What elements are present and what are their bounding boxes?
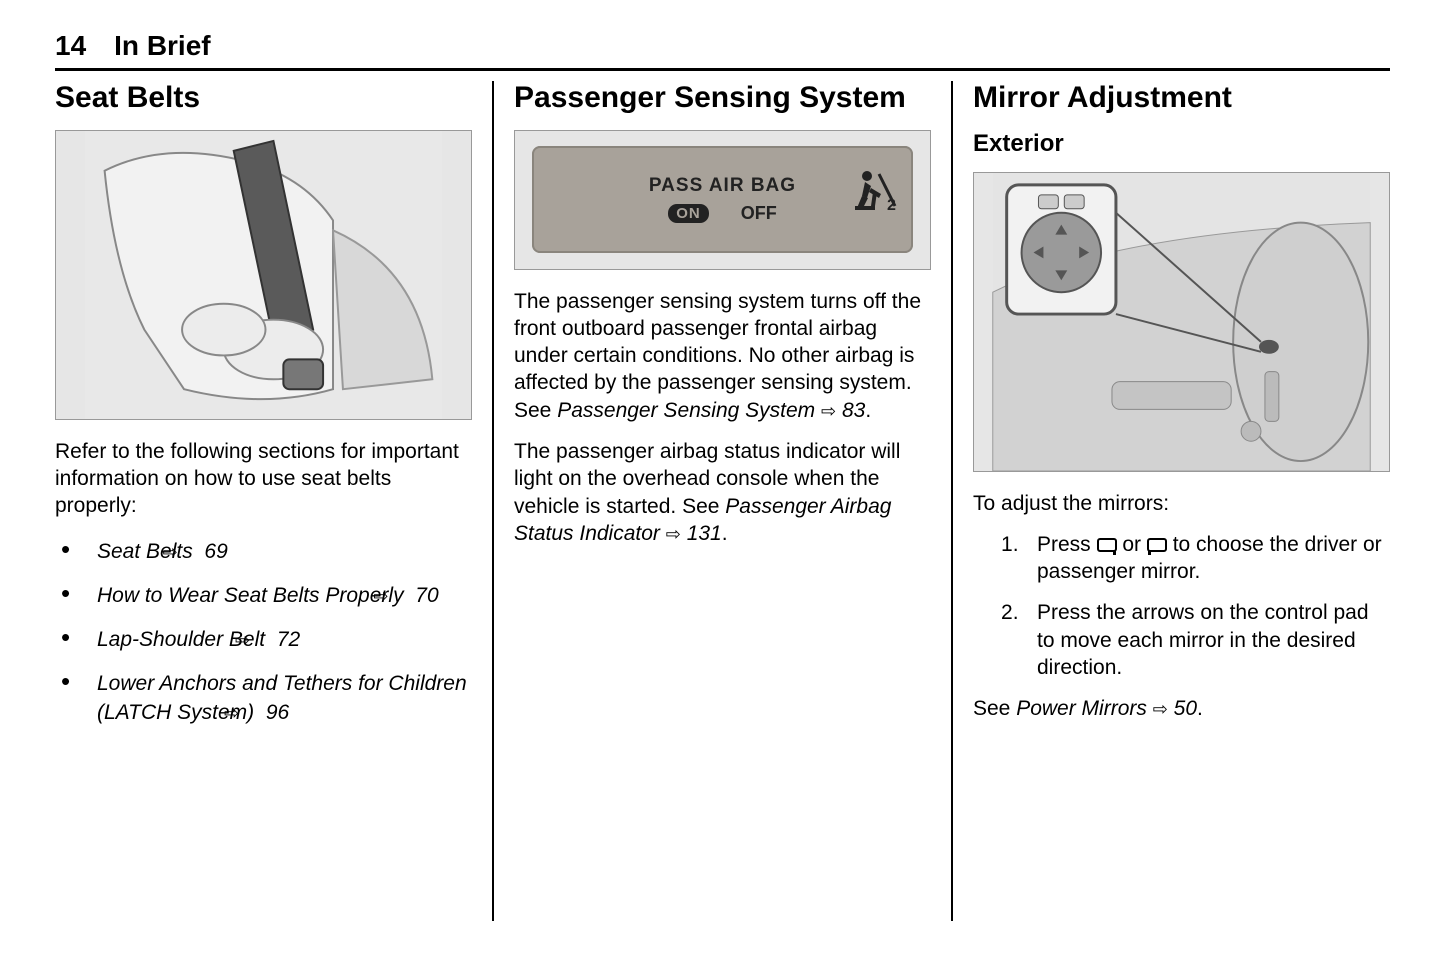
mirror-intro: To adjust the mirrors: — [973, 490, 1390, 517]
airbag-on-badge: ON — [668, 204, 709, 223]
content-columns: Seat Belts Refer to the following sectio… — [55, 81, 1390, 921]
driver-mirror-icon — [1097, 538, 1117, 552]
seat-belts-list: Seat Belts ⇨ 69 How to Wear Seat Belts P… — [55, 533, 472, 725]
xref-arrow-icon: ⇨ — [1153, 698, 1168, 721]
passenger-mirror-icon — [1147, 538, 1167, 552]
mirror-control-illustration — [974, 173, 1389, 471]
list-item: How to Wear Seat Belts Properly ⇨ 70 — [61, 577, 472, 611]
list-item: Seat Belts ⇨ 69 — [61, 533, 472, 567]
seat-belt-illustration — [56, 131, 471, 419]
column-passenger-sensing: Passenger Sensing System PASS AIR BAG ON… — [494, 81, 951, 921]
page-header: 14 In Brief — [55, 30, 1390, 71]
seat-belts-intro: Refer to the following sections for impo… — [55, 438, 472, 520]
passenger-airbag-icon: 2 — [853, 168, 899, 220]
xref-power-mirrors: Power Mirrors ⇨ 50 — [1016, 697, 1197, 720]
list-item: Lower Anchors and Tethers for Children (… — [61, 665, 472, 726]
list-item: Lap-Shoulder Belt ⇨ 72 — [61, 621, 472, 655]
figure-seat-belt — [55, 130, 472, 420]
column-mirror-adjustment: Mirror Adjustment Exterior — [953, 81, 1390, 921]
step-item: Press or to choose the driver or passeng… — [1001, 531, 1390, 586]
heading-seat-belts: Seat Belts — [55, 81, 472, 116]
step-item: Press the arrows on the control pad to m… — [1001, 599, 1390, 681]
passenger-sensing-p1: The passenger sensing system turns off t… — [514, 288, 931, 424]
column-seat-belts: Seat Belts Refer to the following sectio… — [55, 81, 492, 921]
mirror-see-ref: See Power Mirrors ⇨ 50. — [973, 695, 1390, 722]
section-name: In Brief — [114, 30, 210, 62]
xref-arrow-icon: ⇨ — [821, 400, 836, 423]
heading-passenger-sensing: Passenger Sensing System — [514, 81, 931, 116]
page-number: 14 — [55, 30, 86, 62]
airbag-indicator-panel: PASS AIR BAG ON OFF 2 — [532, 146, 914, 254]
xref-arrow-icon: ⇨ — [666, 523, 681, 546]
heading-mirror-adjustment: Mirror Adjustment — [973, 81, 1390, 116]
airbag-status-row: ON OFF — [668, 203, 777, 224]
mirror-steps: Press or to choose the driver or passeng… — [973, 531, 1390, 681]
xref-passenger-sensing: Passenger Sensing System ⇨ 83 — [557, 399, 865, 422]
svg-text:2: 2 — [887, 197, 896, 212]
subheading-exterior: Exterior — [973, 130, 1390, 158]
passenger-sensing-p2: The passenger airbag status indicator wi… — [514, 438, 931, 547]
airbag-label: PASS AIR BAG — [649, 175, 796, 197]
airbag-off-label: OFF — [741, 203, 777, 224]
figure-mirror-control — [973, 172, 1390, 472]
figure-airbag-indicator: PASS AIR BAG ON OFF 2 — [514, 130, 931, 270]
